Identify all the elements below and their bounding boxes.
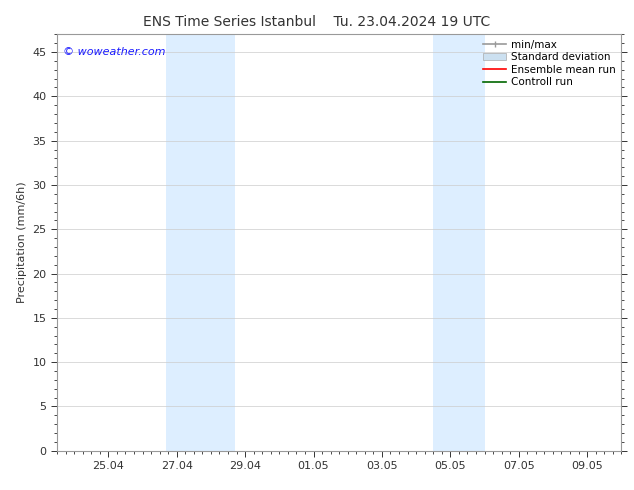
- Bar: [167, 34, 235, 451]
- Y-axis label: Precipitation (mm/6h): Precipitation (mm/6h): [17, 182, 27, 303]
- Legend: min/max, Standard deviation, Ensemble mean run, Controll run: min/max, Standard deviation, Ensemble me…: [479, 35, 620, 92]
- Text: © woweather.com: © woweather.com: [63, 47, 165, 57]
- Text: ENS Time Series Istanbul    Tu. 23.04.2024 19 UTC: ENS Time Series Istanbul Tu. 23.04.2024 …: [143, 15, 491, 29]
- Bar: [433, 34, 484, 451]
